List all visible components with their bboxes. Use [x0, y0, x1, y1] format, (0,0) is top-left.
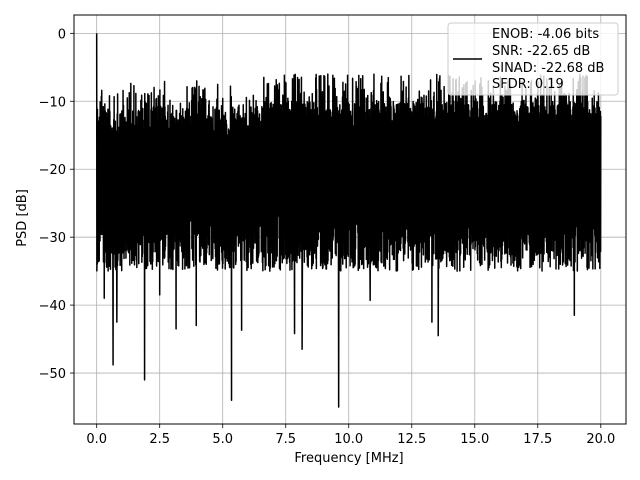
y-axis-label: PSD [dB] [15, 189, 30, 247]
y-tick-label: −30 [39, 231, 66, 246]
x-axis-ticks: 0.0 2.5 5.0 7.5 10.0 12.5 15.0 17.5 20.0 [86, 424, 615, 447]
x-tick-label: 20.0 [586, 432, 615, 447]
x-tick-label: 10.0 [334, 432, 363, 447]
series-layer [95, 33, 602, 408]
legend-line-enob: ENOB: -4.06 bits [492, 27, 599, 42]
x-tick-label: 0.0 [86, 432, 107, 447]
legend-line-sfdr: SFDR: 0.19 [492, 77, 564, 92]
x-tick-label: 17.5 [523, 432, 552, 447]
x-tick-label: 2.5 [149, 432, 170, 447]
legend-line-sinad: SINAD: -22.68 dB [492, 61, 604, 76]
x-tick-label: 12.5 [397, 432, 426, 447]
y-tick-label: 0 [58, 27, 66, 42]
y-axis-ticks: 0 −10 −20 −30 −40 −50 [39, 27, 74, 382]
x-tick-label: 15.0 [460, 432, 489, 447]
y-tick-label: −40 [39, 299, 66, 314]
psd-series-line [95, 33, 602, 408]
x-axis-label: Frequency [MHz] [294, 451, 403, 466]
y-tick-label: −20 [39, 163, 66, 178]
y-tick-label: −10 [39, 95, 66, 110]
axes-frame [73, 14, 627, 425]
y-tick-label: −50 [39, 367, 66, 382]
legend-box [447, 22, 619, 96]
legend-line-snr: SNR: -22.65 dB [492, 44, 590, 59]
x-tick-label: 7.5 [275, 432, 296, 447]
legend: ENOB: -4.06 bits SNR: -22.65 dB SINAD: -… [447, 22, 619, 96]
x-tick-label: 5.0 [212, 432, 233, 447]
